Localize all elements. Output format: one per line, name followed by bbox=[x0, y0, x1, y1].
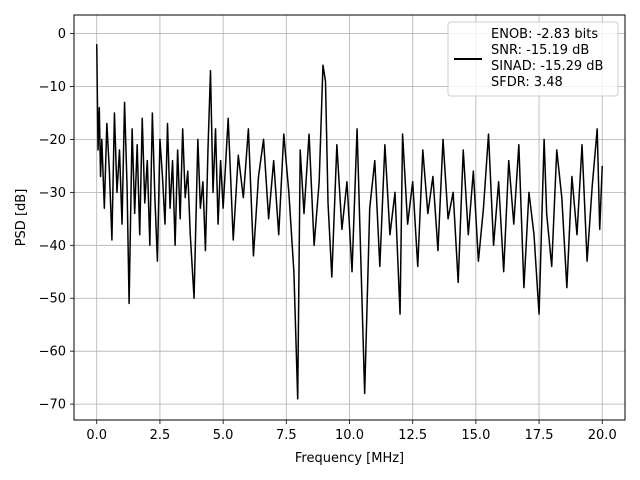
legend-box bbox=[447, 21, 619, 97]
legend: ENOB: -2.83 bits SNR: -15.19 dB SINAD: -… bbox=[447, 21, 619, 97]
y-tick-label: −20 bbox=[39, 133, 66, 148]
y-tick-label: −60 bbox=[39, 345, 66, 360]
x-tick-label: 15.0 bbox=[461, 428, 490, 443]
x-tick-label: 5.0 bbox=[213, 428, 234, 443]
y-tick-label: −10 bbox=[39, 80, 66, 95]
x-tick-label: 10.0 bbox=[335, 428, 364, 443]
x-tick-label: 17.5 bbox=[525, 428, 554, 443]
y-tick-label: −40 bbox=[39, 239, 66, 254]
legend-line-1: ENOB: -2.83 bits bbox=[491, 27, 598, 42]
x-tick-label: 2.5 bbox=[150, 428, 171, 443]
y-tick-label: −30 bbox=[39, 186, 66, 201]
x-tick-label: 0.0 bbox=[86, 428, 107, 443]
y-axis-ticks: 0 −10 −20 −30 −40 −50 −60 −70 bbox=[39, 27, 74, 413]
x-tick-label: 20.0 bbox=[588, 428, 617, 443]
legend-line-2: SNR: -15.19 dB bbox=[491, 43, 589, 58]
legend-line-3: SINAD: -15.29 dB bbox=[491, 59, 603, 74]
x-axis-label: Frequency [MHz] bbox=[295, 451, 404, 466]
y-tick-label: −70 bbox=[39, 398, 66, 413]
psd-series-line bbox=[96, 44, 603, 400]
x-axis-ticks: 0.0 2.5 5.0 7.5 10.0 12.5 15.0 17.5 20.0 bbox=[86, 420, 617, 443]
y-axis-label: PSD [dB] bbox=[14, 189, 29, 247]
x-tick-label: 7.5 bbox=[276, 428, 297, 443]
legend-line-4: SFDR: 3.48 bbox=[491, 75, 563, 90]
y-tick-label: 0 bbox=[58, 27, 66, 42]
y-tick-label: −50 bbox=[39, 292, 66, 307]
x-tick-label: 12.5 bbox=[398, 428, 427, 443]
plot-area bbox=[96, 44, 603, 400]
